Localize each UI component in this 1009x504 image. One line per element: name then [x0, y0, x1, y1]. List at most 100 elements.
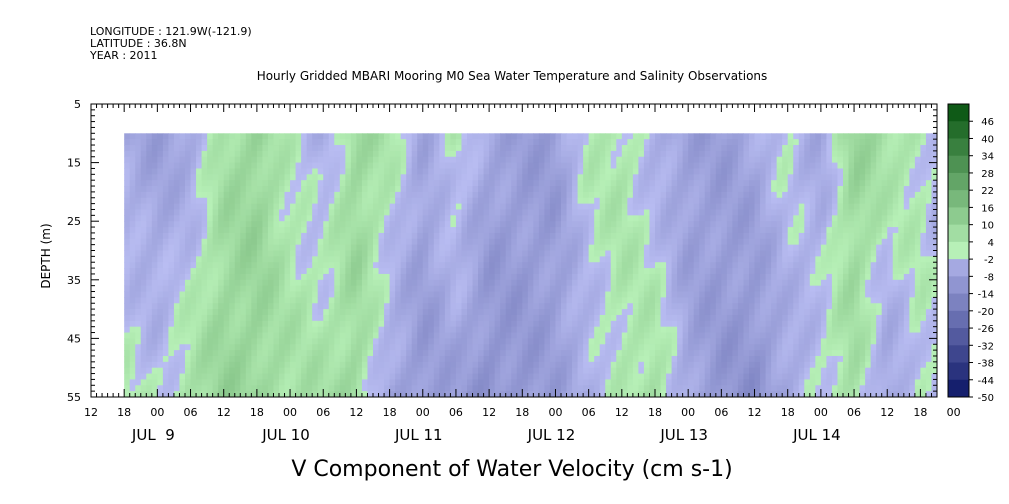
- heatmap-cell: [339, 250, 346, 257]
- heatmap-cell: [655, 279, 662, 287]
- heatmap-cell: [190, 250, 197, 257]
- heatmap-cell: [389, 285, 396, 293]
- heatmap-cell: [522, 162, 529, 169]
- heatmap-cell: [361, 168, 368, 175]
- heatmap-cell: [693, 244, 700, 251]
- heatmap-cell: [450, 361, 457, 369]
- heatmap-cell: [185, 180, 192, 187]
- heatmap-cell: [301, 268, 308, 275]
- heatmap-cell: [312, 168, 319, 175]
- heatmap-cell: [527, 209, 534, 216]
- heatmap-cell: [229, 320, 236, 328]
- heatmap-cell: [212, 332, 219, 339]
- heatmap-cell: [594, 168, 601, 175]
- heatmap-cell: [400, 262, 407, 269]
- heatmap-cell: [395, 186, 402, 193]
- heatmap-cell: [201, 303, 208, 310]
- heatmap-cell: [284, 250, 291, 257]
- heatmap-cell: [605, 238, 612, 246]
- heatmap-cell: [544, 314, 551, 322]
- heatmap-cell: [627, 162, 634, 169]
- heatmap-cell: [256, 385, 263, 392]
- heatmap-cell: [721, 150, 728, 158]
- heatmap-cell: [168, 209, 175, 216]
- heatmap-cell: [682, 320, 689, 328]
- heatmap-cell: [373, 133, 380, 140]
- heatmap-cell: [583, 238, 590, 246]
- heatmap-cell: [732, 268, 739, 275]
- heatmap-cell: [522, 250, 529, 257]
- heatmap-cell: [295, 391, 302, 398]
- heatmap-cell: [179, 338, 186, 345]
- heatmap-cell: [273, 303, 280, 310]
- heatmap-cell: [367, 338, 374, 345]
- heatmap-cell: [334, 180, 341, 187]
- heatmap-cell: [549, 391, 556, 398]
- heatmap-cell: [660, 238, 667, 246]
- heatmap-cell: [461, 279, 468, 287]
- heatmap-cell: [632, 291, 639, 298]
- heatmap-cell: [439, 268, 446, 275]
- heatmap-cell: [599, 303, 606, 310]
- heatmap-cell: [671, 367, 678, 375]
- heatmap-cell: [594, 379, 601, 386]
- heatmap-cell: [284, 133, 291, 140]
- heatmap-cell: [533, 232, 540, 240]
- heatmap-cell: [356, 285, 363, 293]
- heatmap-cell: [422, 344, 429, 351]
- heatmap-cell: [522, 186, 529, 193]
- heatmap-cell: [610, 262, 617, 269]
- heatmap-cell: [538, 355, 545, 363]
- heatmap-cell: [229, 303, 236, 310]
- heatmap-cell: [234, 133, 241, 140]
- heatmap-cell: [671, 373, 678, 380]
- heatmap-cell: [649, 391, 656, 398]
- heatmap-cell: [533, 145, 540, 152]
- heatmap-cell: [605, 355, 612, 363]
- heatmap-cell: [677, 232, 684, 240]
- heatmap-cell: [229, 379, 236, 386]
- heatmap-cell: [472, 250, 479, 257]
- heatmap-cell: [605, 309, 612, 316]
- heatmap-cell: [704, 326, 711, 334]
- heatmap-cell: [621, 320, 628, 328]
- heatmap-cell: [605, 262, 612, 269]
- heatmap-cell: [561, 320, 568, 328]
- heatmap-cell: [610, 256, 617, 263]
- heatmap-cell: [201, 309, 208, 316]
- heatmap-cell: [185, 191, 192, 199]
- heatmap-cell: [124, 326, 131, 334]
- heatmap-cell: [162, 273, 169, 281]
- heatmap-cell: [190, 227, 197, 234]
- heatmap-cell: [284, 320, 291, 328]
- heatmap-cell: [129, 291, 136, 298]
- heatmap-cell: [129, 309, 136, 316]
- heatmap-cell: [251, 238, 258, 246]
- heatmap-cell: [378, 303, 385, 310]
- heatmap-cell: [201, 168, 208, 175]
- heatmap-cell: [245, 139, 252, 146]
- heatmap-cell: [627, 174, 634, 181]
- heatmap-cell: [267, 244, 274, 251]
- heatmap-cell: [373, 344, 380, 351]
- heatmap-cell: [538, 238, 545, 246]
- heatmap-cell: [356, 168, 363, 175]
- heatmap-cell: [223, 355, 230, 363]
- heatmap-cell: [389, 373, 396, 380]
- heatmap-cell: [256, 355, 263, 363]
- heatmap-cell: [284, 203, 291, 210]
- heatmap-cell: [334, 350, 341, 357]
- heatmap-cell: [505, 303, 512, 310]
- heatmap-cell: [400, 285, 407, 293]
- heatmap-cell: [234, 367, 241, 375]
- heatmap-cell: [561, 309, 568, 316]
- heatmap-cell: [455, 367, 462, 375]
- heatmap-cell: [334, 174, 341, 181]
- heatmap-cell: [245, 320, 252, 328]
- heatmap-cell: [577, 273, 584, 281]
- heatmap-cell: [732, 273, 739, 281]
- heatmap-cell: [411, 232, 418, 240]
- heatmap-cell: [245, 285, 252, 293]
- heatmap-cell: [400, 385, 407, 392]
- heatmap-cell: [262, 197, 269, 205]
